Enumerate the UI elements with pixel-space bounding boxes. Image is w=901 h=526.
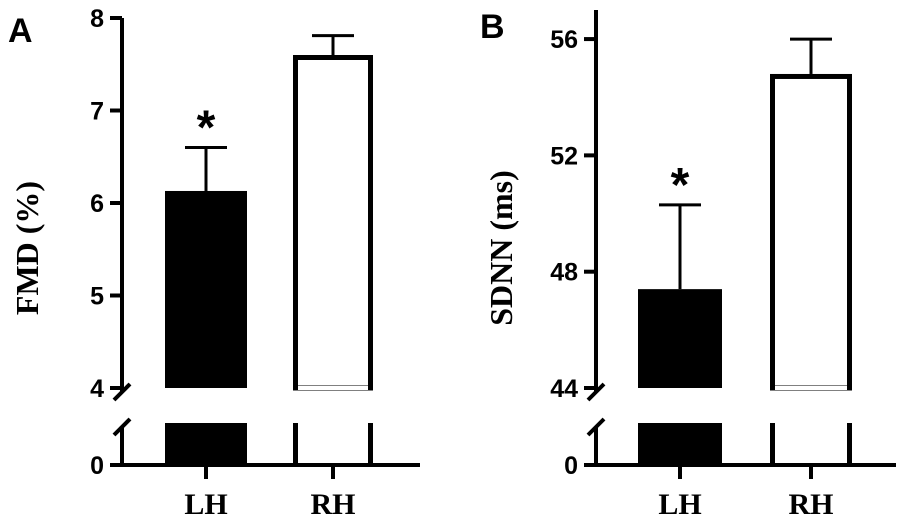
panel-a-significance-lh: * (197, 102, 216, 155)
panel-b-y-tick-label: 52 (550, 142, 578, 170)
panel-b-y-tick-label-floor: 0 (564, 452, 578, 480)
panel-b-x-tick-label-rh: RH (789, 488, 834, 521)
panel-a-y-tick-label-floor: 0 (90, 452, 104, 480)
panel-a-y-tick-label: 7 (90, 98, 104, 126)
panel-b-bar-lh (638, 289, 722, 388)
panel-b-y-axis-title: SDNN (ms) (483, 170, 519, 326)
panel-b-bar-rh (770, 73, 852, 391)
panel-a-y-tick-label: 6 (90, 190, 104, 218)
panel-b-bar-rh-break-gap (775, 386, 847, 390)
panel-a-bar-lh-lower (165, 423, 247, 465)
panel-a-x-tick-label-lh: LH (184, 488, 227, 521)
panel-a-axis-break-mark-lower (112, 417, 132, 437)
panel-a-y-tick-label: 4 (90, 375, 104, 403)
panel-a-bar-rh (293, 55, 373, 391)
panel-b-bar-lh-lower (638, 423, 722, 465)
panel-a-bar-lh (165, 190, 247, 388)
panel-a-y-tick-label: 8 (90, 5, 104, 33)
panel-b-axis-break-mark-lower (586, 417, 606, 437)
panel-a-y-tick-label: 5 (90, 283, 104, 311)
panel-b-y-tick-label: 44 (550, 375, 578, 403)
panel-b-y-tick-label: 56 (550, 26, 578, 54)
panel-a-y-axis-title: FMD (%) (9, 181, 45, 315)
panel-b-significance-lh: * (671, 159, 690, 212)
panel-a-x-tick-label-rh: RH (311, 488, 356, 521)
panel-b-axis-break-mark-upper (586, 382, 606, 402)
panel-b-x-tick-label-lh: LH (658, 488, 701, 521)
panel-a-bar-rh-break-gap (298, 386, 368, 390)
panel-b-y-tick-label: 48 (550, 259, 578, 287)
panel-a-letter: A (8, 12, 33, 50)
panel-a-axis-break-mark-upper (112, 382, 132, 402)
panel-b-letter: B (480, 8, 505, 46)
